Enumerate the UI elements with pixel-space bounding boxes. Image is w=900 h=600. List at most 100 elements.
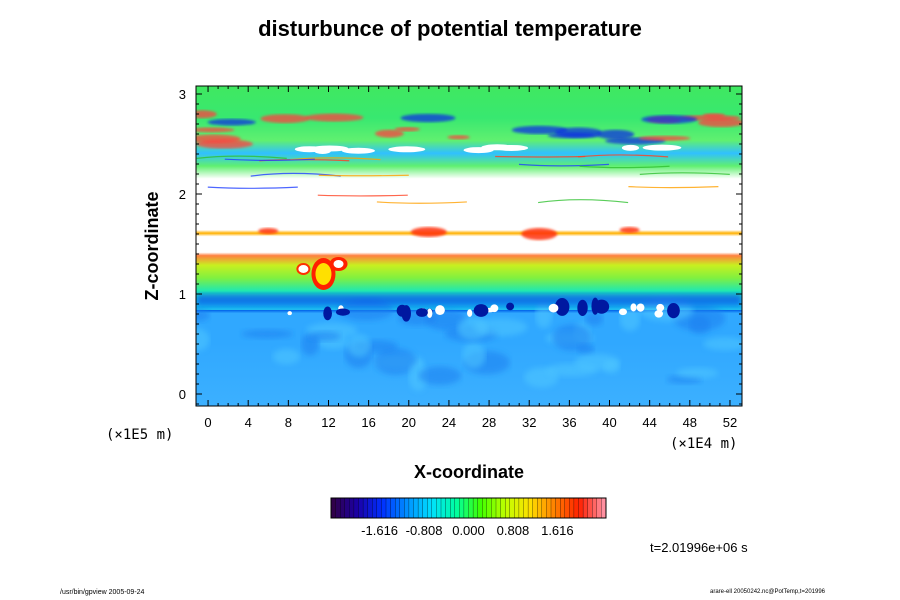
streak xyxy=(639,172,730,175)
field-eddy xyxy=(418,366,462,385)
colorbar-cell xyxy=(541,497,547,519)
field-eddy xyxy=(585,312,604,326)
colorbar-cell xyxy=(582,497,589,519)
colorbar-tick-label: 0.000 xyxy=(452,523,485,538)
plume-left xyxy=(296,263,311,275)
field-eddy xyxy=(425,309,467,331)
plume-inner xyxy=(315,263,332,285)
filament-white xyxy=(310,145,349,152)
x-tick-label: 24 xyxy=(442,415,456,430)
field-eddy xyxy=(347,334,372,357)
colorbar-tick-label: 0.808 xyxy=(497,523,530,538)
y-tick-label: 1 xyxy=(179,287,186,302)
footer-right: arare-ell 20050242.nc@PotTemp,t=201996 xyxy=(710,589,826,595)
field-cell-white xyxy=(435,305,445,316)
footer-left: /usr/bin/gpview 2005-09-24 xyxy=(60,589,145,596)
colorbar-cell xyxy=(500,497,506,519)
colorbar-cell xyxy=(417,497,424,519)
x-tick-label: 40 xyxy=(602,415,616,430)
colorbar-cell xyxy=(560,497,566,519)
filament-white xyxy=(481,144,514,151)
streak xyxy=(578,154,669,158)
x-axis: 0 4 8 12 16 20 24 28 32 36 40 44 48 52 xyxy=(204,86,737,430)
x-tick-label: 8 xyxy=(285,415,292,430)
colorbar-cell xyxy=(413,497,419,519)
colorbar-cell xyxy=(335,497,341,519)
filament xyxy=(260,114,310,124)
colorbar-cell xyxy=(431,497,437,519)
x-tick-label: 20 xyxy=(402,415,416,430)
colorbar-cell xyxy=(349,497,355,519)
colorbar-cell xyxy=(381,497,387,519)
colorbar-cell xyxy=(358,497,364,519)
filament xyxy=(305,113,364,122)
colorbar-cell xyxy=(440,497,447,519)
x-unit-label: (×1E4 m) xyxy=(670,436,737,452)
filament xyxy=(596,129,635,140)
field-cell-white xyxy=(654,309,664,318)
colorbar-cell xyxy=(390,497,396,519)
filament-white xyxy=(341,147,375,154)
filament-white xyxy=(388,146,426,153)
colorbar-tick-label: -1.616 xyxy=(361,523,398,538)
streak xyxy=(518,163,610,167)
x-tick-label: 12 xyxy=(321,415,335,430)
field-cell xyxy=(554,297,570,316)
colorbar-cell xyxy=(372,497,378,519)
time-label: t=2.01996e+06 s xyxy=(650,540,748,555)
colorbar-cell xyxy=(477,497,483,519)
filament xyxy=(447,135,470,140)
x-tick-label: 36 xyxy=(562,415,576,430)
warm-patch xyxy=(410,227,447,237)
colorbar-cell xyxy=(367,497,373,519)
colorbar-tick-label: 1.616 xyxy=(541,523,574,538)
colorbar-cell xyxy=(330,497,337,519)
x-axis-label: X-coordinate xyxy=(414,462,524,482)
streak xyxy=(207,186,298,189)
filament-white xyxy=(621,144,640,151)
field-eddy xyxy=(552,324,592,351)
filament xyxy=(400,113,456,123)
colorbar-cell xyxy=(408,497,414,519)
warm-patch xyxy=(258,228,279,234)
colorbar-cell xyxy=(472,497,479,519)
colorbar-cell xyxy=(578,497,584,519)
filament xyxy=(547,132,600,139)
field-cell-white xyxy=(426,308,433,319)
colorbar-cell xyxy=(505,497,511,519)
filament xyxy=(375,129,404,138)
field-eddy xyxy=(408,362,428,391)
x-tick-label: 52 xyxy=(723,415,737,430)
colorbar: -1.616 -0.808 0.000 0.808 1.616 xyxy=(330,497,607,538)
y-tick-label: 2 xyxy=(179,187,186,202)
colorbar-cell xyxy=(344,497,350,519)
filament-white xyxy=(642,144,682,151)
x-tick-label: 32 xyxy=(522,415,536,430)
field-eddy xyxy=(703,337,742,351)
field-eddy xyxy=(308,331,342,341)
colorbar-cell xyxy=(362,497,369,519)
colorbar-cell xyxy=(482,497,488,519)
field-cell xyxy=(473,304,489,317)
field-eddy xyxy=(574,353,620,371)
warm-patch xyxy=(619,227,640,233)
filament xyxy=(207,118,256,126)
field-eddy xyxy=(457,316,488,340)
x-tick-label: 28 xyxy=(482,415,496,430)
colorbar-cell xyxy=(587,497,593,519)
field-cell-white xyxy=(656,303,665,312)
colorbar-cells xyxy=(330,497,607,519)
colorbar-frame xyxy=(330,497,607,519)
chart-title: disturbunce of potential temperature xyxy=(258,16,642,41)
streak xyxy=(317,194,408,197)
streak xyxy=(628,186,719,189)
colorbar-cell xyxy=(436,497,442,519)
y-tick-label: 0 xyxy=(179,387,186,402)
colorbar-cell xyxy=(395,497,401,519)
warm-patch xyxy=(521,228,558,240)
field-cell-white xyxy=(630,303,637,312)
y-axis-label: Z-coordinate xyxy=(142,191,162,300)
filament xyxy=(697,118,742,128)
field-cell xyxy=(401,305,411,322)
